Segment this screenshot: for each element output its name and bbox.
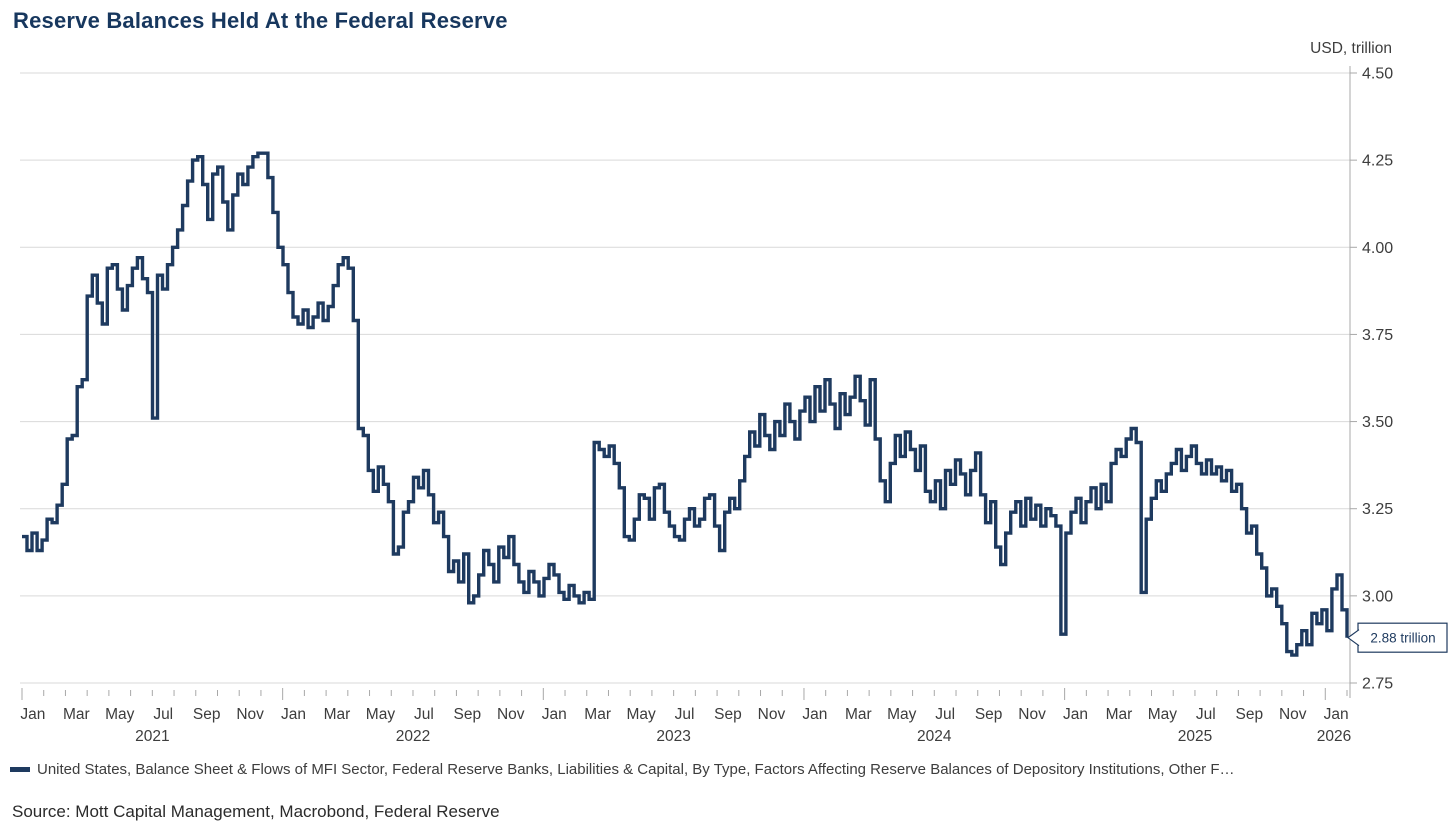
x-month-label: Sep — [454, 706, 482, 723]
x-month-label: Nov — [758, 706, 786, 723]
x-month-label: Jan — [1063, 706, 1088, 723]
x-month-label: Mar — [845, 706, 872, 723]
x-year-label: 2025 — [1178, 728, 1212, 745]
x-month-label: Jan — [802, 706, 827, 723]
y-tick-label: 4.50 — [1362, 66, 1393, 83]
y-tick-label: 3.00 — [1362, 588, 1393, 605]
callout-label: 2.88 trillion — [1370, 631, 1435, 646]
x-month-label: Jan — [20, 706, 45, 723]
legend: United States, Balance Sheet & Flows of … — [10, 761, 1450, 778]
x-month-label: Nov — [1279, 706, 1307, 723]
x-month-label: Nov — [497, 706, 525, 723]
x-month-label: Sep — [1235, 706, 1263, 723]
x-month-label: Jan — [542, 706, 567, 723]
x-month-label: Jul — [935, 706, 955, 723]
x-month-label: May — [887, 706, 917, 723]
axis-labels: 4.50 4.25 4.00 3.75 3.50 3.25 3.00 2.75 Jan Mar Ma… — [20, 66, 1393, 746]
x-month-label: May — [1148, 706, 1178, 723]
x-year-label: 2021 — [135, 728, 169, 745]
x-year-label: 2026 — [1317, 728, 1351, 745]
x-month-label: Nov — [236, 706, 264, 723]
series — [22, 151, 1349, 657]
x-month-label: Mar — [324, 706, 351, 723]
y-axis-unit-label: USD, trillion — [1310, 40, 1392, 57]
y-tick-label: 4.25 — [1362, 153, 1393, 170]
x-year-label: 2023 — [656, 728, 690, 745]
x-month-label: Jan — [281, 706, 306, 723]
x-month-label: May — [626, 706, 656, 723]
x-month-label: Jul — [414, 706, 434, 723]
legend-line-swatch — [10, 767, 30, 772]
gridlines — [20, 72, 1350, 684]
page-title: Reserve Balances Held At the Federal Res… — [13, 8, 508, 33]
x-month-label: Jul — [153, 706, 173, 723]
x-month-label: Sep — [714, 706, 742, 723]
callout-pointer — [1346, 629, 1360, 647]
source-note: Source: Mott Capital Management, Macrobo… — [12, 802, 500, 821]
value-callout: 2.88 trillion — [1346, 622, 1448, 653]
axes — [21, 66, 1357, 700]
x-month-label: Jul — [1196, 706, 1216, 723]
y-tick-label: 3.75 — [1362, 327, 1393, 344]
x-month-label: Mar — [63, 706, 90, 723]
x-month-label: Mar — [1106, 706, 1133, 723]
series-line — [22, 151, 1349, 657]
x-month-label: Mar — [584, 706, 611, 723]
x-year-label: 2022 — [396, 728, 430, 745]
legend-series-label: United States, Balance Sheet & Flows of … — [37, 761, 1235, 778]
x-month-label: Sep — [193, 706, 221, 723]
callout-box — [1357, 622, 1448, 653]
x-month-label: Jan — [1324, 706, 1349, 723]
x-month-label: Jul — [675, 706, 695, 723]
x-month-label: May — [366, 706, 396, 723]
x-month-label: May — [105, 706, 135, 723]
y-tick-label: 2.75 — [1362, 676, 1393, 693]
y-tick-label: 3.50 — [1362, 414, 1393, 431]
x-year-label: 2024 — [917, 728, 952, 745]
y-tick-label: 3.25 — [1362, 501, 1393, 518]
x-month-label: Nov — [1018, 706, 1046, 723]
y-tick-label: 4.00 — [1362, 240, 1393, 257]
x-month-label: Sep — [975, 706, 1003, 723]
